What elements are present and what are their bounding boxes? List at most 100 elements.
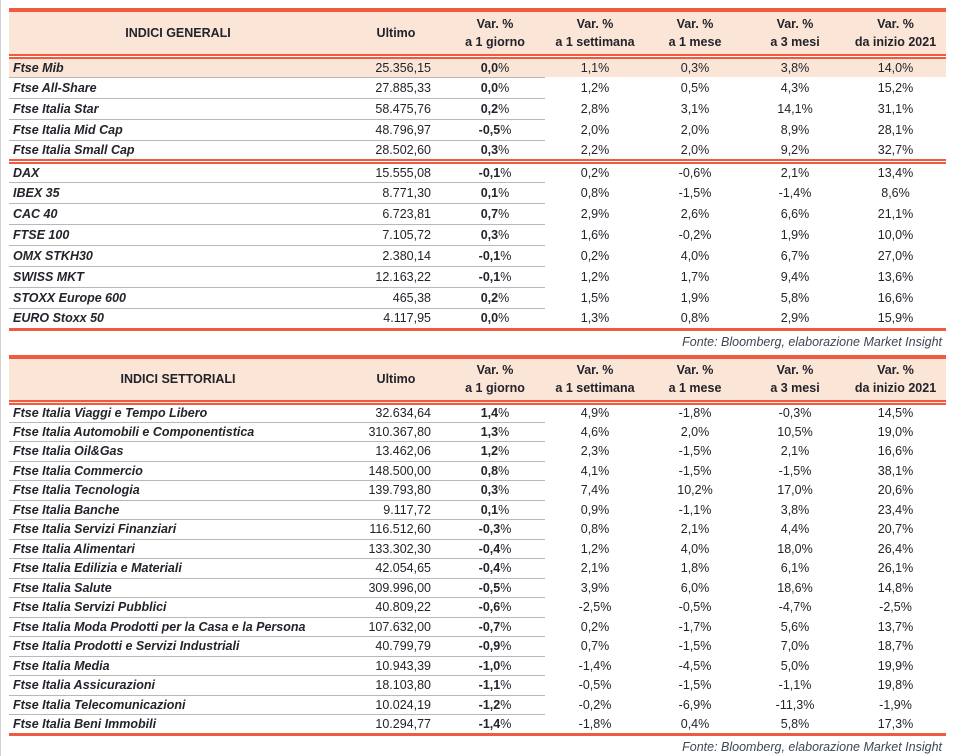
table-row: DAX 15.555,08 -0,1% 0,2% -0,6% 2,1% 13,4% xyxy=(9,161,946,183)
index-group: Ftse Mib 25.356,15 0,0% 1,1% 0,3% 3,8% 14,0% Ft… xyxy=(9,56,946,164)
var-3-mesi-cell: 9,2% xyxy=(745,140,845,164)
var-1-giorno-cell: -0,1% xyxy=(445,161,545,183)
ultimo-cell: 465,38 xyxy=(347,287,445,309)
var-1-giorno-cell: 0,3% xyxy=(445,140,545,164)
ultimo-cell: 15.555,08 xyxy=(347,161,445,183)
var-3-mesi-cell: 4,3% xyxy=(780,80,810,95)
var-3-mesi-cell: 4,4% xyxy=(780,522,810,537)
index-name-cell: Ftse Italia Viaggi e Tempo Libero xyxy=(9,402,347,423)
var-inizio-2021-cell: 13,4% xyxy=(877,165,914,180)
var-inizio-2021-cell: 15,9% xyxy=(877,311,914,325)
table-row: Ftse Italia Assicurazioni 18.103,80 -1,1% -… xyxy=(9,675,946,696)
ultimo-cell: 40.799,79 xyxy=(347,636,445,657)
var-1-settimana-cell: 0,2% xyxy=(580,619,610,634)
var-1-giorno-cell: 1,4% xyxy=(445,402,545,423)
column-header-ultimo: Ultimo xyxy=(347,356,445,405)
table-row: Ftse Italia Banche 9.117,72 0,1% 0,9% -1,1% 3… xyxy=(9,500,946,520)
var-inizio-2021-cell: 14,0% xyxy=(845,56,946,77)
var-3-mesi-cell: 9,4% xyxy=(780,269,810,284)
var-1-mese-cell: 1,7% xyxy=(680,269,710,284)
index-name-cell: DAX xyxy=(9,161,347,183)
var-1-mese-cell: -1,5% xyxy=(678,444,712,459)
var-1-settimana-cell: 0,7% xyxy=(580,639,610,654)
var-1-mese-cell: -4,5% xyxy=(678,658,712,673)
table-row: FTSE 100 7.105,72 0,3% 1,6% -0,2% 1,9% 10,0% xyxy=(9,224,946,246)
var-1-settimana-cell: 4,1% xyxy=(580,463,610,478)
indici-generali-table: INDICI GENERALI Ultimo Var. % a 1 giorno… xyxy=(9,8,946,331)
table-row: Ftse Italia Automobili e Componentistica… xyxy=(9,422,946,442)
var-1-settimana-cell: 0,9% xyxy=(580,502,610,517)
ultimo-cell: 2.380,14 xyxy=(347,245,445,267)
var-inizio-2021-cell: -2,5% xyxy=(879,600,912,615)
var-inizio-2021-cell: 10,0% xyxy=(877,227,914,242)
index-name-cell: Ftse Italia Mid Cap xyxy=(9,119,347,141)
var-inizio-2021-cell: 19,0% xyxy=(877,424,914,439)
var-inizio-2021-cell: 28,1% xyxy=(877,122,914,137)
var-1-settimana-cell: 0,2% xyxy=(580,165,610,180)
column-header-var-3-mesi: Var. % a 3 mesi xyxy=(745,356,845,405)
var-1-mese-cell: -1,5% xyxy=(678,639,712,654)
var-1-giorno-cell: 0,1% xyxy=(445,182,545,204)
ultimo-cell: 10.294,77 xyxy=(375,716,431,731)
ultimo-cell: 58.475,76 xyxy=(347,98,445,120)
table-row: Ftse Mib 25.356,15 0,0% 1,1% 0,3% 3,8% 14,0% xyxy=(9,56,946,78)
var-1-mese-cell: 6,0% xyxy=(680,580,710,595)
var-1-mese-cell: 0,5% xyxy=(680,80,710,95)
var-3-mesi-cell: -4,7% xyxy=(778,600,812,615)
var-1-mese-cell: 0,3% xyxy=(645,56,745,77)
ultimo-cell: 310.367,80 xyxy=(347,422,445,442)
var-inizio-2021-cell: 32,7% xyxy=(845,140,946,164)
var-3-mesi-cell: -11,3% xyxy=(775,697,815,712)
var-1-giorno-cell: -0,9% xyxy=(445,636,545,657)
index-name-cell: Ftse All-Share xyxy=(9,77,347,99)
ultimo-cell: 25.356,15 xyxy=(347,56,445,78)
index-name-cell: Ftse Italia Telecomunicazioni xyxy=(9,695,347,715)
var-3-mesi-cell: 10,5% xyxy=(777,424,813,439)
indici-settoriali-header: INDICI SETTORIALI Ultimo Var. % a 1 gior… xyxy=(9,356,946,405)
ultimo-cell: 13.462,06 xyxy=(347,441,445,462)
column-header-var-1-settimana: Var. % a 1 settimana xyxy=(545,356,645,405)
var-3-mesi-cell: 14,1% xyxy=(777,101,813,116)
var-1-giorno-cell: -0,5% xyxy=(445,578,545,598)
var-1-settimana-cell: 2,1% xyxy=(580,561,610,576)
column-header-var-3-mesi: Var. % a 3 mesi xyxy=(745,10,845,59)
var-inizio-2021-cell: -1,9% xyxy=(879,697,912,712)
ultimo-cell: 133.302,30 xyxy=(347,539,445,559)
var-1-giorno-cell: -1,1% xyxy=(445,675,545,696)
var-3-mesi-cell: -0,3% xyxy=(778,406,812,421)
var-1-mese-cell: 2,0% xyxy=(680,424,710,439)
var-3-mesi-cell: 7,0% xyxy=(780,639,810,654)
var-1-mese-cell: -1,5% xyxy=(678,185,712,200)
var-1-giorno-cell: -1,2% xyxy=(445,695,545,715)
table-row: Ftse Italia Servizi Finanziari 116.512,60… xyxy=(9,519,946,540)
var-1-settimana-cell: -1,8% xyxy=(578,716,612,731)
var-3-mesi-cell: 5,6% xyxy=(780,619,810,634)
table-row: Ftse Italia Edilizia e Materiali 42.054,6… xyxy=(9,558,946,579)
ultimo-cell: 107.632,00 xyxy=(347,617,445,637)
ultimo-cell: 4.117,95 xyxy=(383,311,431,325)
var-inizio-2021-cell: 18,7% xyxy=(877,639,914,654)
var-1-settimana-cell: -0,2% xyxy=(578,697,612,712)
ultimo-cell: 8.771,30 xyxy=(347,182,445,204)
var-1-settimana-cell: 1,2% xyxy=(580,541,610,556)
var-inizio-2021-cell: 8,6% xyxy=(881,185,910,200)
var-1-mese-cell: -0,6% xyxy=(678,165,712,180)
ultimo-cell: 116.512,60 xyxy=(347,519,445,540)
table-row: Ftse All-Share 27.885,33 0,0% 1,2% 0,5% 4,3% 1… xyxy=(9,77,946,99)
var-1-settimana-cell: 0,8% xyxy=(580,522,610,537)
var-1-settimana-cell: 2,2% xyxy=(545,140,645,164)
var-1-settimana-cell: 0,8% xyxy=(580,185,610,200)
var-1-mese-cell: 2,1% xyxy=(680,522,710,537)
var-1-giorno-cell: 0,3% xyxy=(445,480,545,501)
ultimo-cell: 10.024,19 xyxy=(347,695,445,715)
var-1-mese-cell: 1,9% xyxy=(680,290,710,305)
table-row: Ftse Italia Media 10.943,39 -1,0% -1,4% -4,5… xyxy=(9,656,946,676)
var-inizio-2021-cell: 21,1% xyxy=(877,206,914,221)
var-1-settimana-cell: 2,3% xyxy=(580,444,610,459)
table-row: Ftse Italia Alimentari 133.302,30 -0,4% 1,2… xyxy=(9,539,946,559)
column-header-var-1-mese: Var. % a 1 mese xyxy=(645,356,745,405)
ultimo-cell: 9.117,72 xyxy=(347,500,445,520)
column-header-var-inizio-2021: Var. % da inizio 2021 xyxy=(845,356,946,405)
var-1-giorno-cell: 0,0% xyxy=(445,77,545,99)
